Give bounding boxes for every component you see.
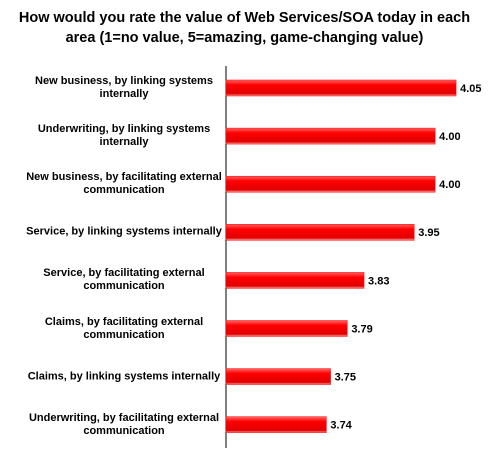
value-label: 3.75 [335,372,356,384]
bar [225,224,415,241]
category-label: Underwriting, by linking systems interna… [37,123,211,149]
value-label: 4.05 [460,83,481,95]
bar [225,320,348,337]
value-label: 3.95 [418,227,439,239]
category-label: Underwriting, by facilitating external c… [28,411,220,437]
category-label: New business, by facilitating external c… [26,171,222,197]
category-label: Service, by facilitating external commun… [43,267,205,293]
value-label: 3.74 [330,420,352,432]
bar [225,272,365,289]
bar [225,368,331,385]
value-label: 3.79 [351,323,372,335]
value-label: 4.00 [439,179,460,191]
bar [225,416,327,433]
chart-title: How would you rate the value of Web Serv… [18,10,471,46]
value-label: 3.83 [368,275,389,287]
category-label: New business, by linking systems interna… [35,75,213,100]
category-label: Claims, by facilitating external communi… [44,315,204,341]
bar [225,175,436,193]
category-label: Service, by linking systems internally [26,225,222,238]
value-label: 4.00 [439,131,460,143]
bar [225,79,457,97]
category-label: Claims, by linking systems internally [27,370,221,383]
bar [225,127,436,145]
